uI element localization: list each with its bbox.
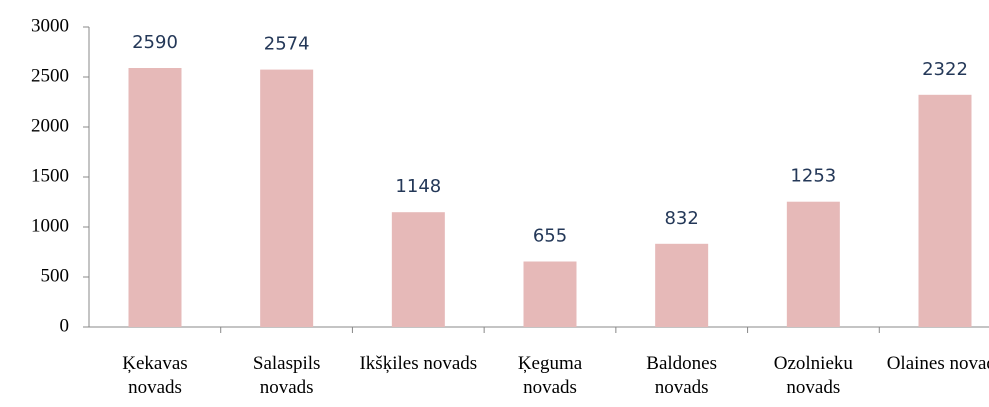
x-tick-label: Ozolnieku novads — [773, 353, 853, 398]
y-tick-label: 0 — [60, 315, 70, 336]
y-tick-label: 3000 — [31, 15, 69, 36]
y-tick-label: 2500 — [31, 65, 69, 86]
x-tick-label: Ikšķiles novads — [359, 353, 478, 374]
value-label: 1253 — [790, 166, 836, 187]
value-label: 1148 — [395, 176, 441, 197]
value-label: 832 — [664, 208, 698, 229]
x-tick-label: Ķekavas novads — [122, 353, 188, 398]
bar — [655, 243, 709, 327]
x-tick-label: Olaines novads — [886, 353, 989, 374]
value-label: 2590 — [132, 32, 178, 53]
bar — [260, 69, 314, 327]
bar — [786, 201, 840, 327]
x-tick-label: Ķeguma novads — [517, 353, 583, 398]
bar — [918, 94, 972, 327]
bar — [128, 68, 182, 327]
y-tick-label: 1500 — [31, 165, 69, 186]
bar — [391, 212, 445, 327]
y-tick-label: 500 — [41, 265, 70, 286]
value-label: 2574 — [264, 34, 310, 55]
x-tick-label: Baldones novads — [646, 353, 718, 398]
bar — [523, 261, 577, 327]
y-tick-label: 1000 — [31, 215, 69, 236]
x-tick-label: Salaspils novads — [252, 353, 321, 398]
value-label: 655 — [533, 226, 567, 247]
value-label: 2322 — [922, 59, 968, 80]
y-tick-label: 2000 — [31, 115, 69, 136]
